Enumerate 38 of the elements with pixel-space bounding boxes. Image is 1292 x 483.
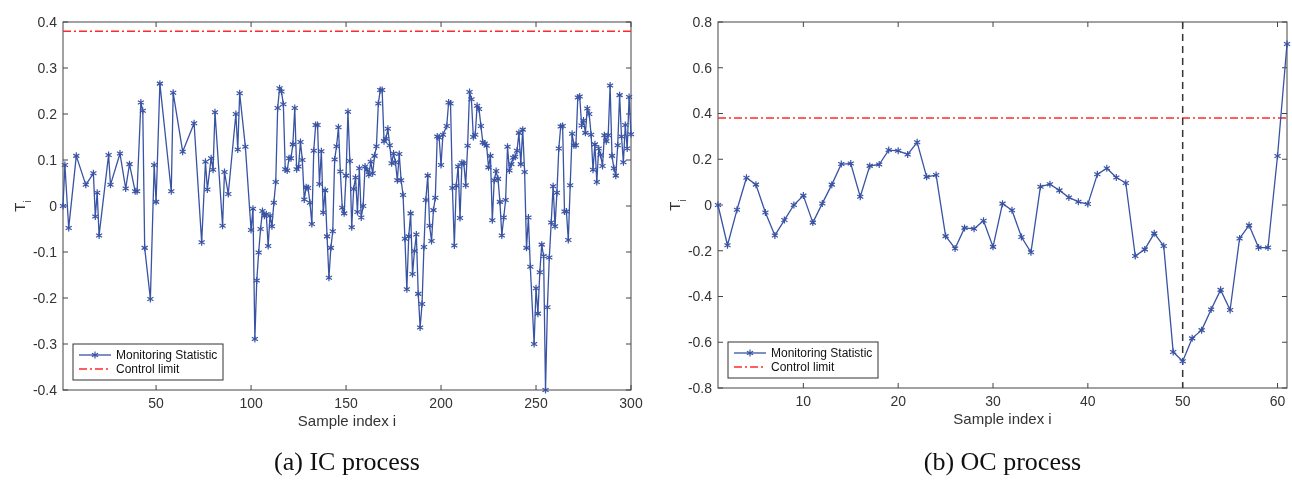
y-tick-label: -0.6	[687, 334, 713, 351]
y-tick-label: -0.1	[32, 243, 58, 260]
y-tick-label: -0.2	[687, 242, 713, 259]
y-tick-label: 0.2	[692, 151, 713, 168]
x-tick-label: 50	[148, 395, 165, 411]
y-tick-label: 0.1	[37, 151, 58, 168]
y-tick-label: -0.8	[687, 379, 713, 396]
x-tick-label: 10	[795, 393, 812, 409]
y-tick-label: 0.3	[37, 59, 58, 76]
y-tick-label: 0	[704, 196, 713, 213]
y-tick-label: 0.4	[37, 13, 58, 30]
x-tick-label: 150	[334, 395, 358, 411]
x-axis-title: Sample index i	[953, 410, 1052, 427]
y-tick-label: -0.2	[32, 289, 58, 306]
legend-label: Monitoring Statistic	[116, 348, 218, 363]
x-tick-label: 300	[619, 395, 643, 411]
x-tick-label: 40	[1080, 393, 1096, 409]
legend-label: Monitoring Statistic	[771, 346, 873, 361]
y-tick-label: -0.3	[32, 335, 58, 352]
legend-label: Control limit	[116, 362, 181, 377]
y-tick-label: 0.2	[37, 105, 58, 122]
y-tick-label: -0.4	[32, 381, 58, 398]
x-tick-label: 60	[1269, 393, 1286, 409]
text: (b) OC process	[923, 447, 1082, 476]
x-axis-title: Sample index i	[297, 412, 397, 429]
y-tick-label: -0.4	[687, 288, 713, 305]
x-tick-label: 50	[1174, 393, 1191, 409]
x-tick-label: 30	[985, 393, 1002, 409]
y-tick-label: 0.8	[692, 13, 713, 30]
legend-label: Control limit	[771, 360, 836, 375]
y-tick-label: 0.4	[692, 105, 713, 122]
x-tick-label: 20	[890, 393, 907, 409]
text: (a) IC process	[274, 447, 420, 476]
x-tick-label: 100	[239, 395, 263, 411]
y-tick-label: 0.6	[692, 59, 713, 76]
x-tick-label: 250	[524, 395, 548, 411]
x-tick-label: 200	[429, 395, 453, 411]
y-tick-label: 0	[49, 197, 58, 214]
